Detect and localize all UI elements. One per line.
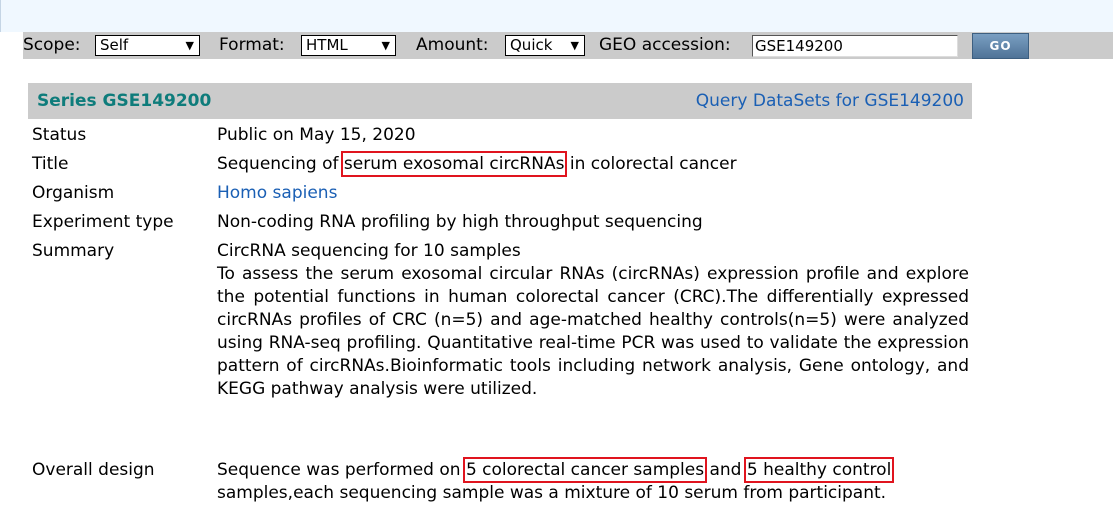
design-pre: Sequence was performed on xyxy=(217,460,466,480)
organism-label: Organism xyxy=(32,183,115,203)
scope-select[interactable]: Self ▼ xyxy=(95,35,200,56)
chevron-down-icon: ▼ xyxy=(381,39,390,52)
status-value: Public on May 15, 2020 xyxy=(217,125,416,145)
query-datasets-link[interactable]: Query DataSets for GSE149200 xyxy=(695,91,964,111)
organism-link[interactable]: Homo sapiens xyxy=(217,183,338,203)
series-header: Series GSE149200 Query DataSets for GSE1… xyxy=(28,83,972,119)
format-select[interactable]: HTML ▼ xyxy=(301,35,396,56)
design-post: samples,each sequencing sample was a mix… xyxy=(217,483,887,503)
design-highlight-control: 5 healthy control xyxy=(743,457,895,483)
chevron-down-icon: ▼ xyxy=(185,39,194,52)
amount-value: Quick xyxy=(510,36,553,54)
title-highlight: serum exosomal circRNAs xyxy=(340,151,568,177)
go-button[interactable]: GO xyxy=(972,33,1029,59)
status-label: Status xyxy=(32,125,87,145)
search-toolbar: Scope: Self ▼ Format: HTML ▼ Amount: Qui… xyxy=(23,32,1113,59)
experiment-type-label: Experiment type xyxy=(32,212,174,232)
title-post: in colorectal cancer xyxy=(564,154,737,174)
design-mid: and xyxy=(704,460,747,480)
format-value: HTML xyxy=(306,36,348,54)
title-value: Sequencing of serum exosomal circRNAs in… xyxy=(217,151,737,177)
geo-accession-label: GEO accession: xyxy=(599,35,731,55)
title-pre: Sequencing of xyxy=(217,154,344,174)
summary-first-line: CircRNA sequencing for 10 samples xyxy=(217,241,521,261)
summary-label: Summary xyxy=(32,241,115,261)
summary-body: To assess the serum exosomal circular RN… xyxy=(217,264,969,399)
experiment-type-value: Non-coding RNA profiling by high through… xyxy=(217,212,703,232)
top-strip xyxy=(0,0,1113,32)
design-highlight-cancer: 5 colorectal cancer samples xyxy=(462,457,708,483)
overall-design-label: Overall design xyxy=(32,460,155,480)
series-title: Series GSE149200 xyxy=(37,91,212,111)
format-label: Format: xyxy=(219,35,285,55)
scope-value: Self xyxy=(100,36,129,54)
summary-value: CircRNA sequencing for 10 samples To ass… xyxy=(217,240,969,401)
chevron-down-icon: ▼ xyxy=(570,39,579,52)
overall-design-value: Sequence was performed on 5 colorectal c… xyxy=(217,457,977,505)
amount-label: Amount: xyxy=(416,35,489,55)
geo-accession-input[interactable]: GSE149200 xyxy=(752,35,958,57)
amount-select[interactable]: Quick ▼ xyxy=(505,35,585,56)
title-label: Title xyxy=(32,154,69,174)
scope-label: Scope: xyxy=(23,35,81,55)
